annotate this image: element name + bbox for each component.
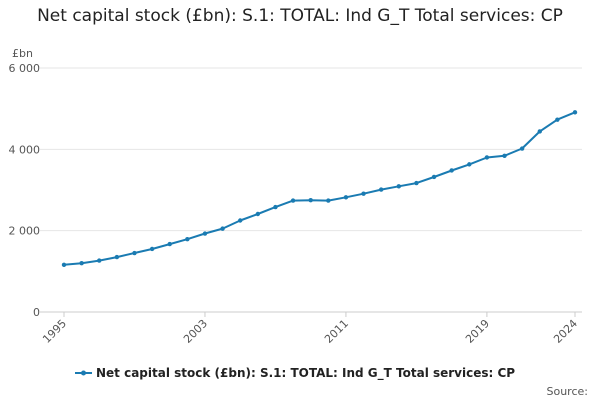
legend-item-label[interactable]: Net capital stock (£bn): S.1: TOTAL: Ind… (96, 366, 515, 381)
data-point[interactable] (167, 241, 172, 247)
source-label: Source: (547, 385, 589, 398)
y-tick-label: 4 000 (9, 143, 41, 156)
data-point[interactable] (202, 231, 208, 236)
x-axis-tick-labels: 1995 2003 2011 2019 2024 (40, 317, 580, 346)
legend-marker (81, 370, 86, 376)
y-tick-label: 0 (33, 306, 40, 319)
data-point[interactable] (537, 129, 542, 134)
legend: Net capital stock (£bn): S.1: TOTAL: Ind… (75, 366, 588, 398)
chart-title: Net capital stock (£bn): S.1: TOTAL: Ind… (37, 6, 563, 26)
data-point[interactable] (396, 184, 401, 189)
data-point[interactable] (273, 204, 278, 210)
data-point[interactable] (343, 195, 349, 200)
data-point[interactable] (378, 187, 384, 192)
data-point[interactable] (502, 153, 507, 159)
data-point[interactable] (290, 198, 296, 203)
y-axis-unit-label: £bn (12, 47, 33, 60)
x-tick-label: 2024 (551, 317, 580, 346)
grid-lines (40, 67, 582, 232)
data-point[interactable] (238, 218, 243, 223)
data-point[interactable] (555, 117, 560, 122)
y-tick-label: 6 000 (9, 62, 41, 75)
data-point[interactable] (467, 162, 472, 167)
data-point[interactable] (414, 180, 419, 186)
data-point[interactable] (572, 110, 578, 115)
data-point[interactable] (79, 261, 84, 266)
data-point[interactable] (114, 254, 120, 260)
data-point[interactable] (361, 191, 366, 196)
data-point[interactable] (519, 146, 525, 151)
y-axis: £bn 0 2 000 4 000 6 000 (9, 47, 41, 319)
data-point[interactable] (255, 211, 261, 217)
data-point[interactable] (431, 174, 437, 180)
data-series (61, 110, 578, 268)
data-point[interactable] (308, 197, 313, 203)
data-point[interactable] (132, 250, 137, 256)
data-point[interactable] (326, 198, 331, 203)
data-point[interactable] (61, 262, 67, 268)
data-point[interactable] (220, 226, 225, 231)
x-tick-label: 2019 (463, 317, 492, 346)
y-tick-label: 2 000 (9, 225, 41, 238)
x-tick-label: 2011 (322, 317, 351, 346)
data-point[interactable] (449, 168, 454, 173)
x-axis (40, 311, 582, 317)
x-tick-label: 1995 (40, 317, 69, 346)
data-point[interactable] (185, 237, 190, 242)
series-line (63, 111, 576, 266)
data-point[interactable] (149, 246, 155, 252)
x-tick-label: 2003 (181, 317, 210, 346)
data-point[interactable] (97, 258, 102, 263)
data-point[interactable] (484, 155, 490, 160)
